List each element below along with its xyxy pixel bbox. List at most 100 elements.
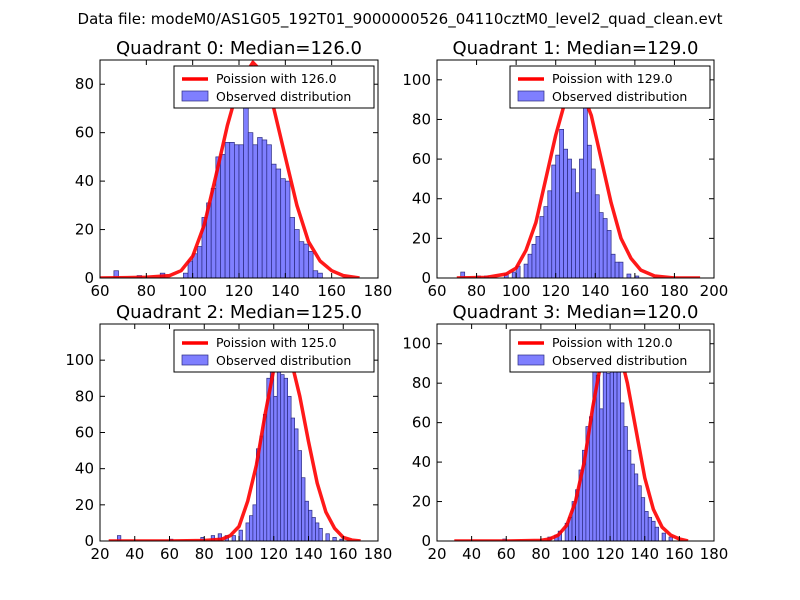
histogram-bar	[280, 374, 285, 541]
histogram-bar	[618, 261, 624, 278]
histogram-bar	[511, 271, 517, 278]
histogram-bar	[599, 408, 604, 541]
histogram-bar	[252, 144, 258, 278]
histogram-bar	[294, 229, 300, 278]
histogram-bar	[535, 236, 541, 278]
histogram-bar	[630, 463, 635, 541]
histogram-bar	[547, 190, 553, 278]
histogram-bar	[289, 217, 295, 278]
x-tick-label: 140	[581, 282, 610, 300]
axes-frame	[436, 59, 715, 279]
x-tick-label: 120	[596, 545, 625, 563]
histogram-bar	[640, 497, 646, 541]
histogram-bar	[555, 154, 561, 278]
histogram-bar	[571, 168, 576, 278]
histogram-bar	[273, 395, 278, 541]
y-tick-label: 60	[412, 150, 431, 168]
legend-poisson-label: Poission with 129.0	[552, 71, 673, 86]
histogram-bar	[311, 517, 316, 541]
x-tick-label: 100	[225, 545, 254, 563]
quadrant-0-panel: 60 80 100 120 140 160 180 0 20 40 60 80 Quadrant 0: …	[75, 38, 392, 300]
x-tick-label: 60	[90, 282, 109, 300]
quadrant-3-panel: 20 40 60 80 100 120 140 160 180020406080100Quadr…	[402, 302, 728, 563]
histogram-bar	[220, 154, 226, 278]
histogram-bar	[245, 522, 250, 541]
histogram-bar	[287, 395, 292, 541]
legend-bar-swatch	[181, 354, 209, 366]
histogram-bar	[598, 212, 604, 278]
histogram-bar	[252, 504, 257, 541]
histogram-bar	[523, 263, 529, 278]
histogram-bar	[210, 188, 217, 278]
y-tick-label: 80	[75, 75, 94, 93]
histogram-bar	[266, 144, 272, 278]
legend-bar-swatch	[517, 354, 545, 366]
x-tick-label: 80	[467, 282, 486, 300]
histogram-bar	[594, 194, 600, 278]
x-tick-label: 40	[462, 545, 481, 563]
legend-poisson-label: Poission with 120.0	[552, 335, 673, 350]
y-tick-label: 20	[412, 493, 431, 511]
histogram-bar	[247, 132, 254, 278]
histogram-bar	[531, 243, 537, 278]
x-tick-label: 140	[294, 545, 323, 563]
quadrant-1-panel: 60 80 100 120 140 160 180 200 0 20 40 60 80 100 Quadra…	[402, 38, 728, 300]
x-tick-label: 20	[427, 545, 446, 563]
panel-title: Quadrant 3: Median=120.0	[453, 302, 699, 323]
x-tick-label: 140	[271, 282, 300, 300]
histogram-bar	[583, 83, 588, 278]
x-tick-label: 100	[502, 282, 531, 300]
y-tick-label: 0	[421, 269, 431, 287]
histogram-bar	[271, 163, 277, 278]
x-tick-label: 80	[137, 282, 156, 300]
y-tick-label: 80	[412, 110, 431, 128]
x-tick-label: 180	[660, 282, 689, 300]
histogram-bar	[651, 520, 656, 541]
histogram-bar	[303, 243, 309, 278]
x-tick-label: 160	[329, 545, 358, 563]
legend-observed-label: Observed distribution	[552, 89, 687, 104]
x-tick-label: 100	[561, 545, 590, 563]
histogram-bar	[196, 246, 203, 278]
histogram-bar	[308, 251, 314, 278]
histogram-bar	[623, 426, 628, 541]
x-tick-label: 200	[700, 282, 729, 300]
histogram-bar	[647, 516, 653, 541]
histogram-bar	[543, 206, 549, 278]
histogram-bar	[668, 536, 673, 541]
histogram-bar	[312, 270, 319, 278]
histogram-bar	[654, 526, 659, 541]
x-tick-label: 140	[630, 545, 659, 563]
histogram-bar	[249, 515, 254, 541]
histogram-bar	[627, 449, 632, 541]
histogram-bar	[304, 500, 309, 541]
y-tick-label: 20	[412, 229, 431, 247]
histogram-bar	[602, 218, 608, 278]
histogram-bar	[634, 473, 639, 541]
x-tick-label: 160	[665, 545, 694, 563]
x-tick-label: 60	[497, 545, 516, 563]
histogram-bar	[117, 535, 122, 541]
histogram-bar	[315, 522, 320, 541]
y-tick-label: 20	[75, 221, 94, 239]
x-tick-label: 60	[160, 545, 179, 563]
histogram-bar	[590, 168, 596, 278]
x-tick-label: 100	[178, 282, 207, 300]
histogram-bar	[637, 485, 642, 541]
histogram-bar	[298, 241, 305, 278]
x-tick-label: 20	[90, 545, 109, 563]
y-tick-label: 60	[412, 414, 431, 432]
histogram-bar	[234, 144, 240, 278]
histogram-bar	[113, 270, 119, 278]
y-tick-label: 0	[84, 532, 94, 550]
x-tick-label: 120	[541, 282, 570, 300]
histogram-bar	[567, 158, 572, 278]
poisson-curve	[108, 343, 361, 541]
y-tick-label: 60	[75, 124, 94, 142]
histogram-bar	[644, 511, 649, 541]
histogram-bar	[276, 356, 282, 541]
histogram-bar	[606, 230, 612, 278]
histogram-bar	[595, 374, 601, 541]
x-tick-label: 40	[125, 545, 144, 563]
